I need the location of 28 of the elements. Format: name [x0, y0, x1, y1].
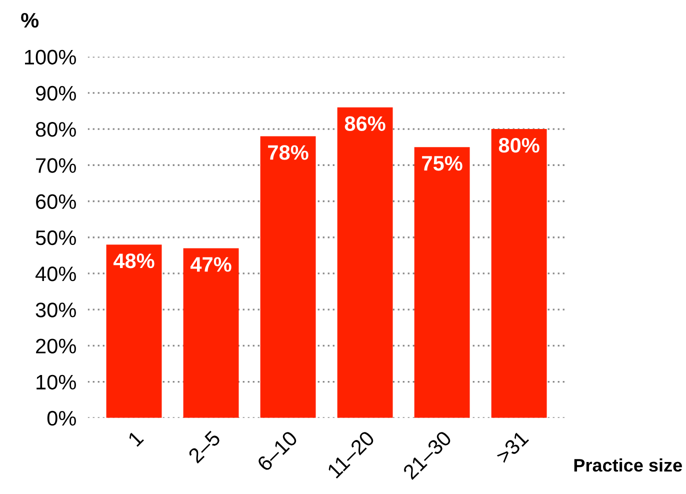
- y-tick-label: 80%: [36, 122, 76, 137]
- bar: [414, 147, 470, 418]
- y-tick-label: 70%: [36, 158, 76, 173]
- y-tick-label: 30%: [36, 302, 76, 318]
- y-tick-label: 50%: [36, 230, 76, 246]
- y-tick-label: 60%: [36, 194, 76, 210]
- data-label: 86%: [344, 116, 386, 131]
- data-label: 80%: [498, 138, 540, 153]
- bar: [106, 244, 162, 418]
- y-tick-label: 10%: [36, 374, 76, 390]
- x-tick-label: 1: [127, 430, 144, 447]
- y-tick-label: 20%: [36, 338, 76, 354]
- bar: [183, 248, 239, 418]
- data-label: 48%: [113, 253, 154, 268]
- x-tick-label: 2–5: [188, 430, 222, 464]
- x-axis-title: Practice size: [574, 458, 682, 472]
- y-tick-label: 40%: [35, 266, 76, 282]
- y-tick-label: 0%: [47, 410, 76, 426]
- data-label: 75%: [422, 156, 462, 171]
- x-tick-label: >31: [495, 430, 530, 464]
- y-axis-title: %: [21, 12, 39, 28]
- data-label: 78%: [268, 145, 308, 160]
- bar: [337, 107, 393, 418]
- data-label: 47%: [190, 257, 232, 272]
- bar: [491, 129, 547, 418]
- bar: [260, 136, 316, 418]
- y-tick-label: 100%: [25, 50, 76, 65]
- y-tick-label: 90%: [36, 86, 76, 101]
